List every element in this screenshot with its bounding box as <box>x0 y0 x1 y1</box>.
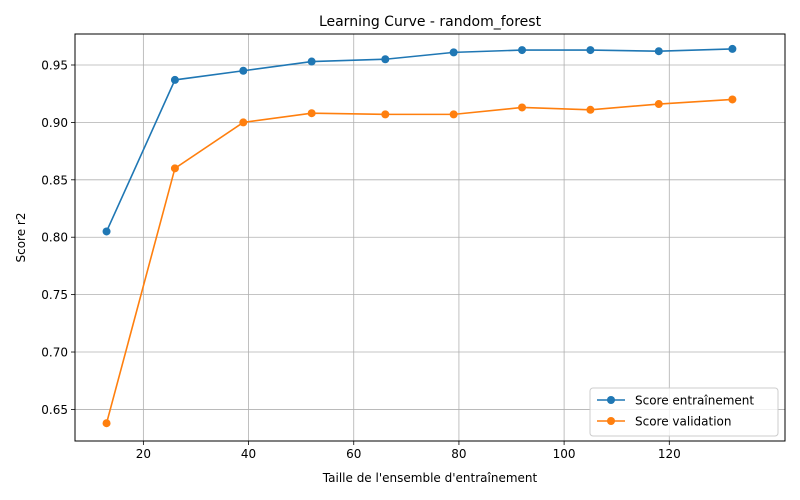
series-1-point <box>518 46 527 55</box>
series-2-point <box>728 95 737 104</box>
y-tick-label: 0.95 <box>41 58 68 72</box>
x-tick-label: 60 <box>346 447 361 461</box>
x-tick-label: 100 <box>553 447 576 461</box>
y-tick-label: 0.75 <box>41 288 68 302</box>
series-2-point <box>102 419 111 428</box>
series-2-point <box>654 100 663 109</box>
series-1-point <box>102 227 111 236</box>
chart-title: Learning Curve - random_forest <box>319 14 542 30</box>
x-tick-label: 80 <box>451 447 466 461</box>
plot-frame <box>74 33 786 442</box>
series-1-point <box>307 57 316 66</box>
axis-ticks: 20 40 60 80 100 120 0.65 0.70 0.75 0.80 0.85 0.90 0.… <box>41 58 680 461</box>
legend-label: Score validation <box>635 415 732 429</box>
x-axis-label: Taille de l'ensemble d'entraînement <box>322 471 538 485</box>
series-2-point <box>170 164 179 173</box>
series-1-point <box>449 48 458 57</box>
series-layer <box>102 44 737 428</box>
series-2-point <box>239 118 248 127</box>
y-tick-label: 0.90 <box>41 116 68 130</box>
series-2-point <box>381 110 390 119</box>
legend-swatch-marker <box>607 417 615 425</box>
series-1-point <box>170 75 179 84</box>
y-axis-label: Score r2 <box>14 213 28 263</box>
y-tick-label: 0.65 <box>41 403 68 417</box>
grid-lines <box>75 34 785 441</box>
legend-box <box>589 387 779 437</box>
series-1-point <box>586 46 595 55</box>
series-1-point <box>239 66 248 75</box>
x-tick-label: 120 <box>658 447 681 461</box>
series-1-point <box>381 55 390 64</box>
series-2-point <box>518 103 527 112</box>
series-2-point <box>586 105 595 114</box>
y-tick-label: 0.70 <box>41 346 68 360</box>
series-1-point <box>654 47 663 56</box>
x-tick-label: 40 <box>241 447 256 461</box>
y-tick-label: 0.80 <box>41 231 68 245</box>
series-2-point <box>449 110 458 119</box>
series-2-point <box>307 109 316 118</box>
legend: Score entraînement Score validation <box>589 387 779 437</box>
legend-swatch-marker <box>607 396 615 404</box>
x-tick-label: 20 <box>136 447 151 461</box>
series-line-2 <box>105 98 733 424</box>
series-line-1 <box>105 48 733 232</box>
legend-label: Score entraînement <box>635 394 754 408</box>
y-tick-label: 0.85 <box>41 173 68 187</box>
series-1-point <box>728 44 737 53</box>
